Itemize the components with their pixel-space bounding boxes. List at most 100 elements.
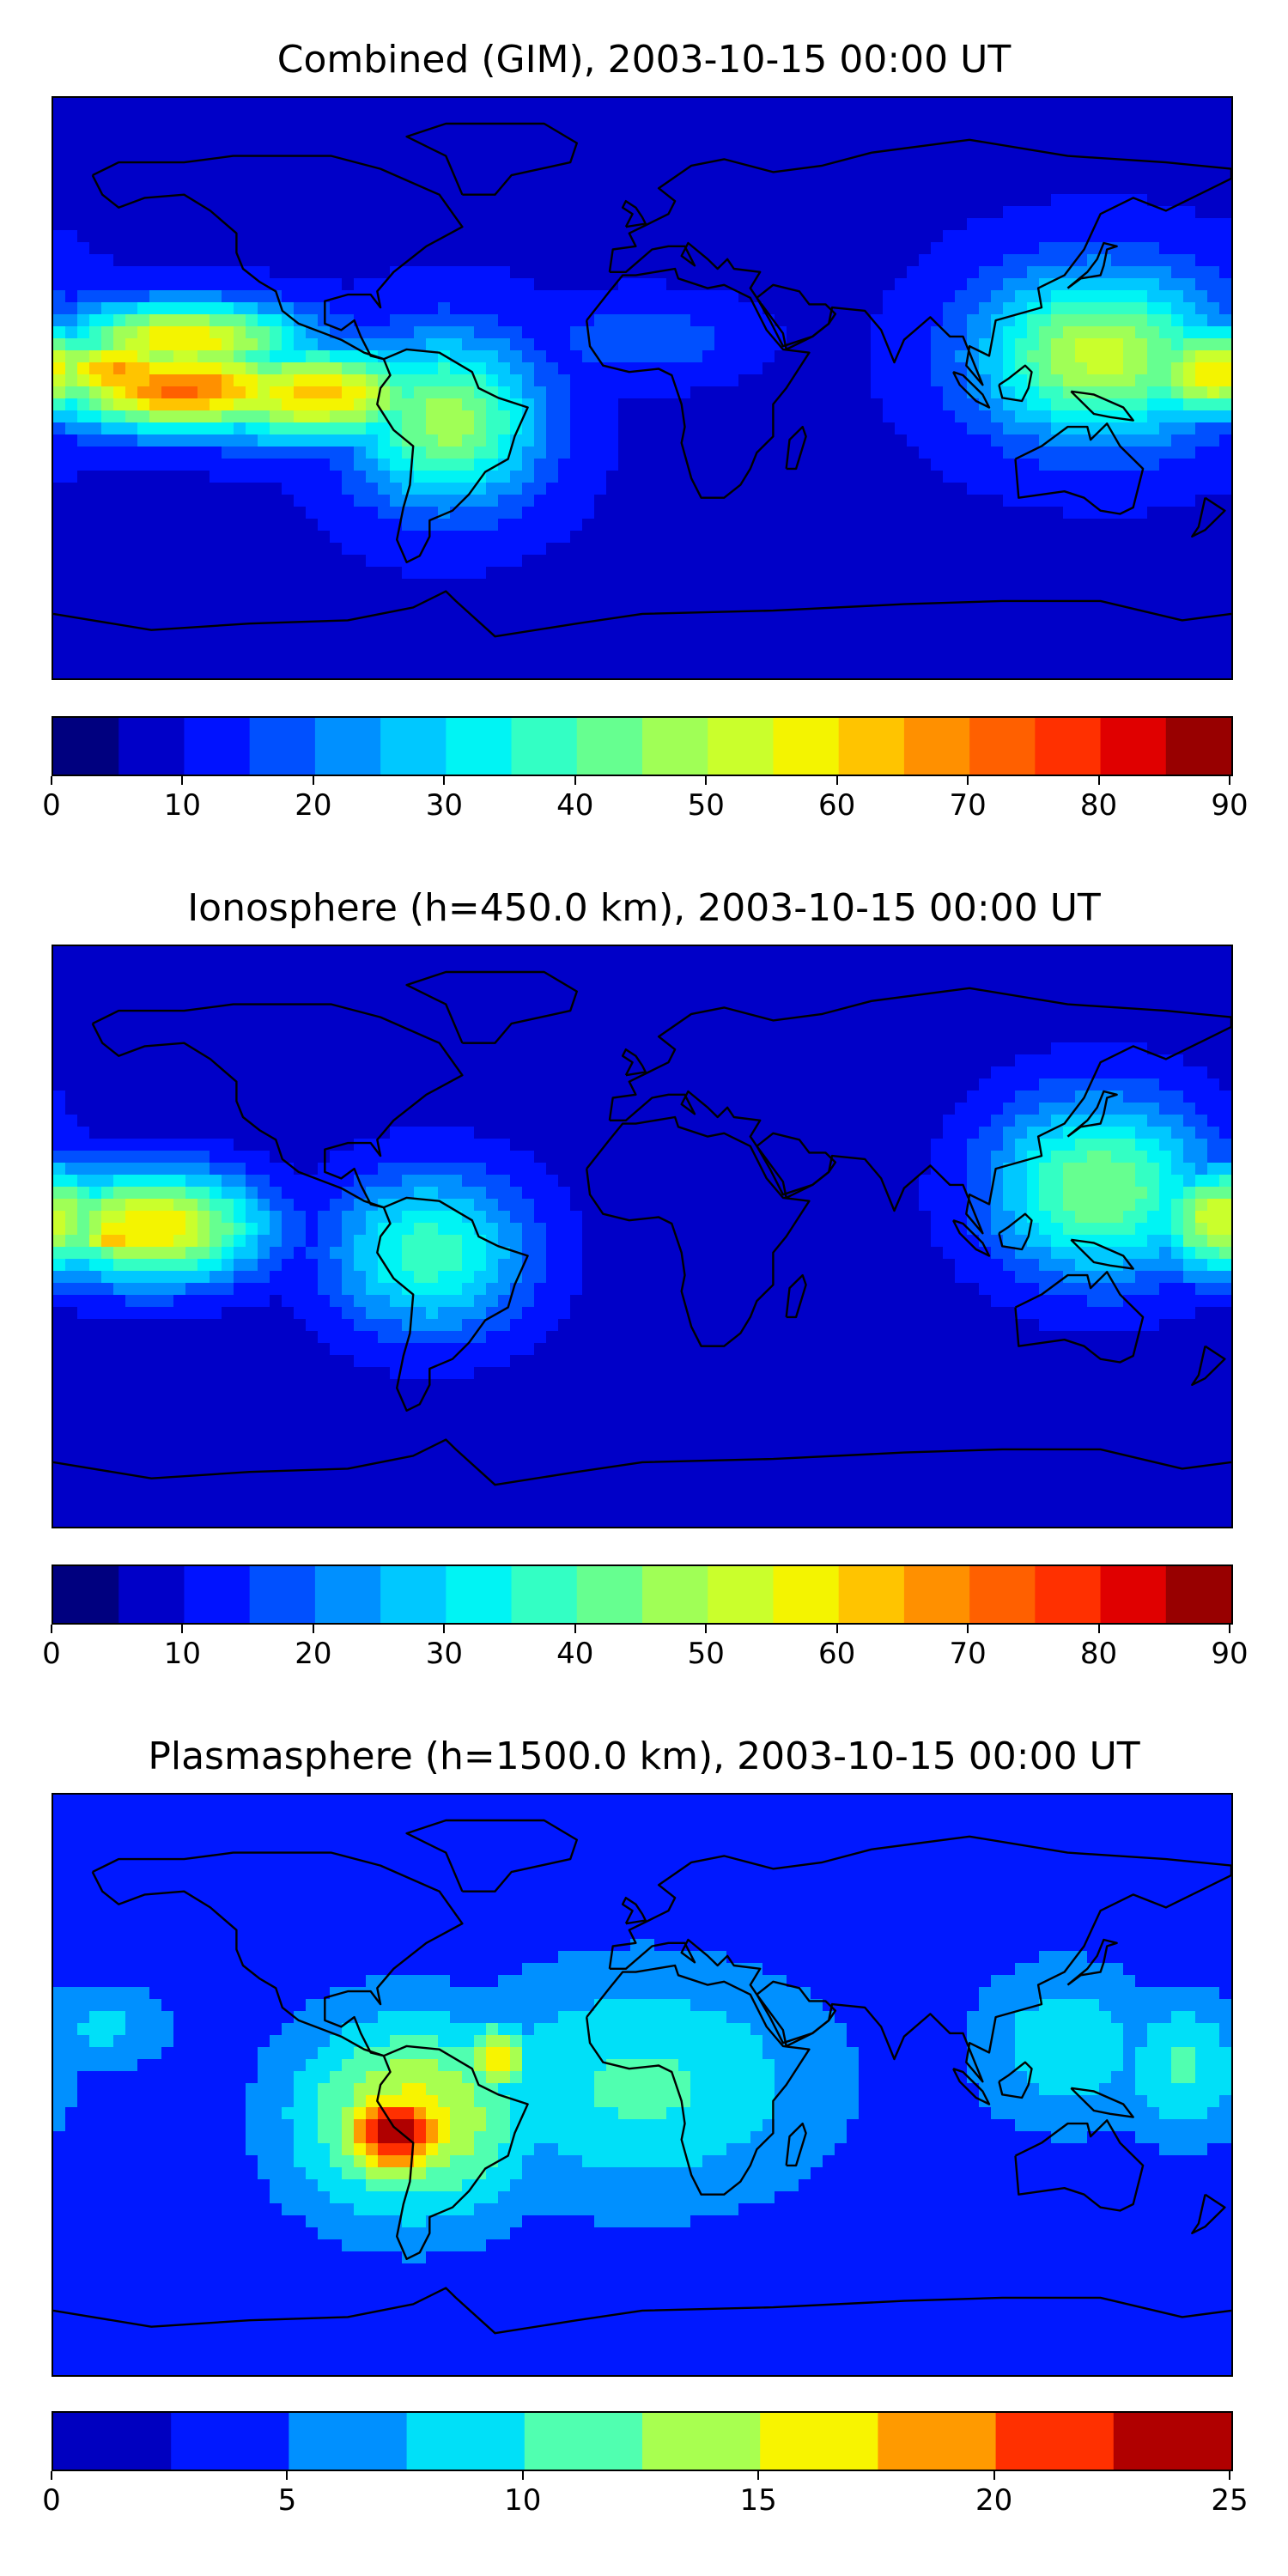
heatmap-cell (101, 374, 114, 387)
heatmap-cell (1111, 146, 1124, 159)
heatmap-cell (1135, 218, 1148, 231)
heatmap-cell (258, 266, 270, 279)
heatmap-cell (787, 242, 799, 255)
heatmap-cell (137, 531, 150, 544)
heatmap-cell (306, 507, 319, 519)
heatmap-cell (450, 278, 463, 291)
heatmap-cell (570, 483, 583, 495)
heatmap-cell (991, 374, 1004, 387)
heatmap-cell (630, 627, 643, 640)
heatmap-cell (883, 350, 896, 363)
heatmap-cell (1063, 182, 1076, 195)
heatmap-cell (378, 615, 391, 628)
heatmap-cell (558, 170, 571, 183)
heatmap-cell (222, 374, 234, 387)
heatmap-cell (210, 459, 222, 471)
heatmap-cell (546, 447, 559, 459)
heatmap-cell (270, 374, 283, 387)
heatmap-cell (618, 206, 631, 219)
heatmap-cell (474, 302, 487, 315)
heatmap-cell (726, 507, 739, 519)
heatmap-cell (486, 194, 499, 207)
heatmap-cell (654, 555, 667, 568)
heatmap-cell (630, 134, 643, 147)
heatmap-cell (101, 639, 114, 652)
heatmap-cell (823, 218, 835, 231)
heatmap-cell (101, 410, 114, 423)
colorbar-tick-mark (51, 776, 52, 785)
heatmap-cell (1171, 543, 1184, 556)
heatmap-cell (558, 122, 571, 135)
heatmap-cell (330, 567, 343, 580)
heatmap-cell (77, 531, 90, 544)
heatmap-cell (342, 146, 355, 159)
heatmap-cell (486, 531, 499, 544)
heatmap-cell (137, 555, 150, 568)
heatmap-cell (546, 326, 559, 339)
heatmap-cell (871, 591, 884, 604)
heatmap-cell (330, 194, 343, 207)
heatmap-cell (823, 471, 835, 483)
heatmap-cell (714, 326, 727, 339)
heatmap-cell (630, 495, 643, 507)
heatmap-cell (1051, 579, 1064, 592)
heatmap-cell (570, 531, 583, 544)
heatmap-cell (438, 434, 451, 447)
heatmap-cell (1159, 338, 1172, 351)
heatmap-cell (847, 362, 860, 375)
heatmap-cell (197, 555, 210, 568)
heatmap-cell (726, 579, 739, 592)
heatmap-cell (498, 663, 511, 676)
heatmap-cell (1039, 194, 1052, 207)
heatmap-cell (306, 302, 319, 315)
heatmap-cell (618, 627, 631, 640)
heatmap-cell (835, 146, 848, 159)
heatmap-cell (534, 278, 547, 291)
heatmap-cell (210, 290, 222, 303)
heatmap-cell (750, 675, 763, 678)
heatmap-cell (53, 663, 66, 676)
heatmap-cell (1111, 182, 1124, 195)
heatmap-cell (859, 422, 872, 435)
heatmap-cell (979, 507, 992, 519)
heatmap-cell (738, 434, 751, 447)
heatmap-cell (570, 350, 583, 363)
heatmap-cell (1063, 326, 1076, 339)
heatmap-cell (294, 254, 307, 267)
heatmap-cell (402, 567, 415, 580)
heatmap-cell (1135, 422, 1148, 435)
heatmap-cell (1207, 134, 1220, 147)
heatmap-cell (1219, 338, 1231, 351)
heatmap-cell (330, 459, 343, 471)
heatmap-cell (354, 543, 367, 556)
heatmap-cell (847, 386, 860, 399)
heatmap-cell (1039, 386, 1052, 399)
heatmap-cell (426, 314, 439, 327)
heatmap-cell (161, 946, 174, 959)
heatmap-cell (883, 266, 896, 279)
heatmap-cell (750, 615, 763, 628)
heatmap-cell (294, 350, 307, 363)
heatmap-cell (666, 242, 679, 255)
heatmap-cell (522, 603, 535, 616)
heatmap-cell (1195, 230, 1208, 243)
heatmap-cell (895, 471, 908, 483)
heatmap-cell (979, 386, 992, 399)
heatmap-cell (1183, 146, 1196, 159)
heatmap-cell (125, 242, 138, 255)
heatmap-cell (570, 110, 583, 123)
heatmap-cell (89, 374, 102, 387)
heatmap-cell (486, 302, 499, 315)
heatmap-cell (618, 663, 631, 676)
heatmap-cell (486, 290, 499, 303)
heatmap-cell (318, 338, 331, 351)
heatmap-cell (65, 591, 78, 604)
heatmap-cell (799, 639, 811, 652)
heatmap-cell (498, 471, 511, 483)
heatmap-cell (486, 338, 499, 351)
heatmap-cell (979, 134, 992, 147)
heatmap-cell (534, 507, 547, 519)
heatmap-cell (246, 314, 258, 327)
heatmap-cell (149, 459, 162, 471)
heatmap-cell (1147, 627, 1160, 640)
